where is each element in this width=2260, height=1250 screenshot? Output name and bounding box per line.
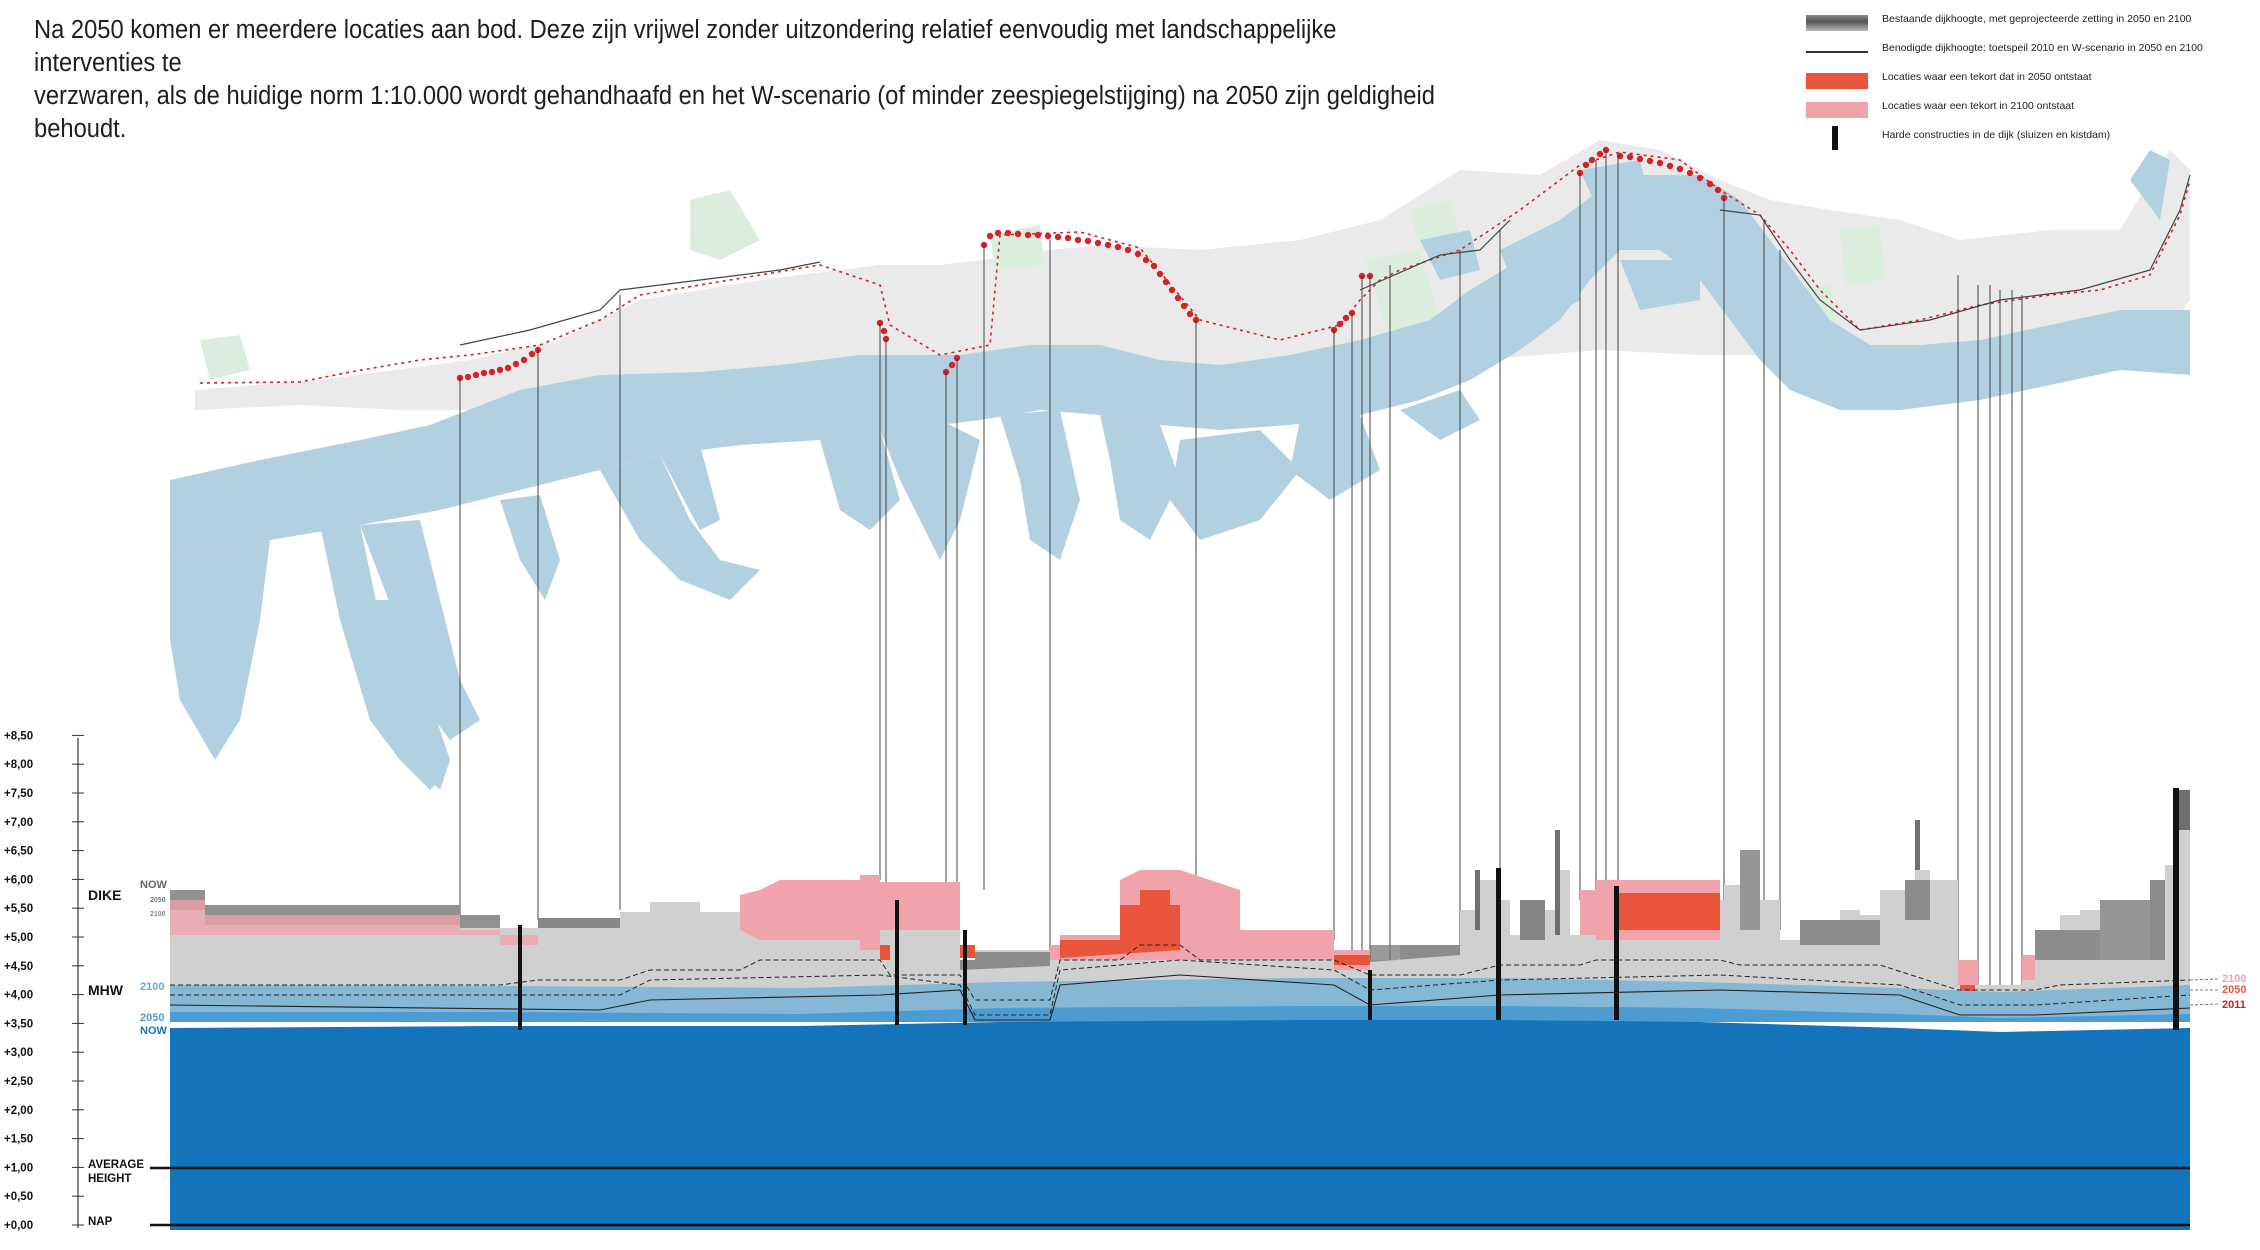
y-tick-label: +2,00 xyxy=(4,1105,33,1117)
legend-swatch-grey xyxy=(1806,15,1868,31)
harbour-basin-1 xyxy=(170,540,270,760)
label-right-2100: 2100 xyxy=(2222,973,2246,985)
harbour-basin-ne-6 xyxy=(2130,150,2170,220)
intro-text: Na 2050 komen er meerdere locaties aan b… xyxy=(34,14,1448,146)
y-tick-label: +3,50 xyxy=(4,1018,33,1030)
required-height-solid xyxy=(169,974,2191,1021)
harbour-basin-ne-1 xyxy=(1500,220,1580,330)
intro-line-2: verzwaren, als de huidige norm 1:10.000 … xyxy=(34,82,1435,143)
harbour-basin-ne-5 xyxy=(1880,345,1930,400)
y-tick-label: +4,50 xyxy=(4,961,33,973)
shortage-dots xyxy=(456,146,1728,382)
label-right-2050: 2050 xyxy=(2222,984,2246,996)
legend-item-shortage-2100: Locaties waar een tekort in 2100 ontstaa… xyxy=(1806,97,2246,121)
harbour-basin-11 xyxy=(1170,430,1300,540)
water-now-area xyxy=(170,1020,2190,1230)
legend-item-shortage-2050: Locaties waar een tekort dat in 2050 ont… xyxy=(1806,68,2246,92)
dots-segment-3 xyxy=(980,229,1200,324)
harbour-basin-2 xyxy=(260,525,440,790)
dots-segment-1 xyxy=(456,346,542,382)
legend-swatch-bar xyxy=(1832,126,1838,150)
y-tick-label: +6,00 xyxy=(4,874,33,886)
connector-lines xyxy=(459,150,2023,985)
label-average-1: AVERAGE xyxy=(88,1159,144,1171)
legend-label: Harde constructies in de dijk (sluizen e… xyxy=(1882,129,2111,141)
right-label-leaders xyxy=(2189,978,2219,1006)
legend-item-required: Benodigde dijkhoogte: toetspeil 2010 en … xyxy=(1806,39,2246,63)
harbour-basin-4 xyxy=(500,495,560,600)
label-water-2100: 2100 xyxy=(140,981,164,993)
y-tick-label: +5,50 xyxy=(4,903,33,915)
label-right-2011: 2011 xyxy=(2222,999,2246,1011)
dike-profile-chart: +0,00 +0,50 +1,00 +1,50 +2,00 +2,50 +3,00 +3,50… xyxy=(4,730,2246,1232)
y-tick-label: +4,00 xyxy=(4,990,33,1002)
y-ticks: +0,00 +0,50 +1,00 +1,50 +2,00 +2,50 +3,00 +3,50… xyxy=(4,730,84,1232)
y-tick-label: +0,50 xyxy=(4,1191,33,1203)
harbour-basin-8 xyxy=(880,420,980,560)
water-2050-band xyxy=(170,1006,2190,1022)
legend-swatch-pink xyxy=(1806,102,1868,118)
y-tick-label: +7,50 xyxy=(4,788,33,800)
dots-segment-5 xyxy=(1576,146,1728,202)
harbour-basin-ne-3 xyxy=(1420,230,1480,280)
river-nieuwe-maas xyxy=(170,175,2190,560)
y-axis: +0,00 +0,50 +1,00 +1,50 +2,00 +2,50 +3,00 +3,50… xyxy=(4,730,84,1232)
legend-item-existing: Bestaande dijkhoogte, met geprojecteerde… xyxy=(1806,10,2246,34)
y-tick-label: +8,50 xyxy=(4,730,33,742)
y-tick-label: +5,00 xyxy=(4,932,33,944)
y-tick-label: +0,00 xyxy=(4,1220,33,1232)
label-2050-top: 2050 xyxy=(150,897,166,904)
legend-label: Locaties waar een tekort in 2100 ontstaa… xyxy=(1882,100,2075,112)
legend-item-hard-constructions: Harde constructies in de dijk (sluizen e… xyxy=(1806,126,2246,150)
label-water-now: NOW xyxy=(140,1025,168,1037)
hard-constructions xyxy=(518,788,2179,1030)
y-tick-label: +2,50 xyxy=(4,1076,33,1088)
intro-line-1: Na 2050 komen er meerdere locaties aan b… xyxy=(34,16,1337,77)
harbour-channel-sw xyxy=(360,520,480,740)
label-dike: DIKE xyxy=(88,887,121,903)
label-mhw: MHW xyxy=(88,982,124,998)
label-average-2: HEIGHT xyxy=(88,1173,131,1185)
harbour-basin-5 xyxy=(600,455,760,600)
harbour-basin-ne-2 xyxy=(1580,160,1650,215)
harbour-basin-6 xyxy=(660,445,720,530)
harbour-basin-ne-7 xyxy=(1360,330,1440,400)
harbour-basin-9 xyxy=(1000,410,1080,560)
y-tick-label: +8,00 xyxy=(4,759,33,771)
harbour-basin-10 xyxy=(1100,415,1180,540)
legend-swatch-red xyxy=(1806,73,1868,89)
harbour-basin-ne-4 xyxy=(1620,260,1700,310)
river-map xyxy=(170,140,2191,790)
y-tick-label: +7,00 xyxy=(4,817,33,829)
legend-label: Benodigde dijkhoogte: toetspeil 2010 en … xyxy=(1882,42,2203,54)
legend-label: Locaties waar een tekort dat in 2050 ont… xyxy=(1882,71,2092,83)
label-now-top: NOW xyxy=(140,879,168,891)
dots-segment-2 xyxy=(876,319,961,376)
label-nap: NAP xyxy=(88,1216,113,1228)
y-tick-label: +6,50 xyxy=(4,846,33,858)
y-tick-label: +1,50 xyxy=(4,1134,33,1146)
y-tick-label: +3,00 xyxy=(4,1047,33,1059)
y-tick-label: +1,00 xyxy=(4,1162,33,1174)
label-water-2050: 2050 xyxy=(140,1012,164,1024)
harbour-channel-s xyxy=(370,600,450,790)
shortage-2050-areas xyxy=(880,890,1975,1005)
legend-label: Bestaande dijkhoogte, met geprojecteerde… xyxy=(1882,13,2192,25)
label-2100-top: 2100 xyxy=(150,911,166,918)
harbour-basin-12 xyxy=(1290,415,1380,500)
required-height-lines xyxy=(170,944,2191,1016)
legend-swatch-line xyxy=(1806,51,1868,53)
